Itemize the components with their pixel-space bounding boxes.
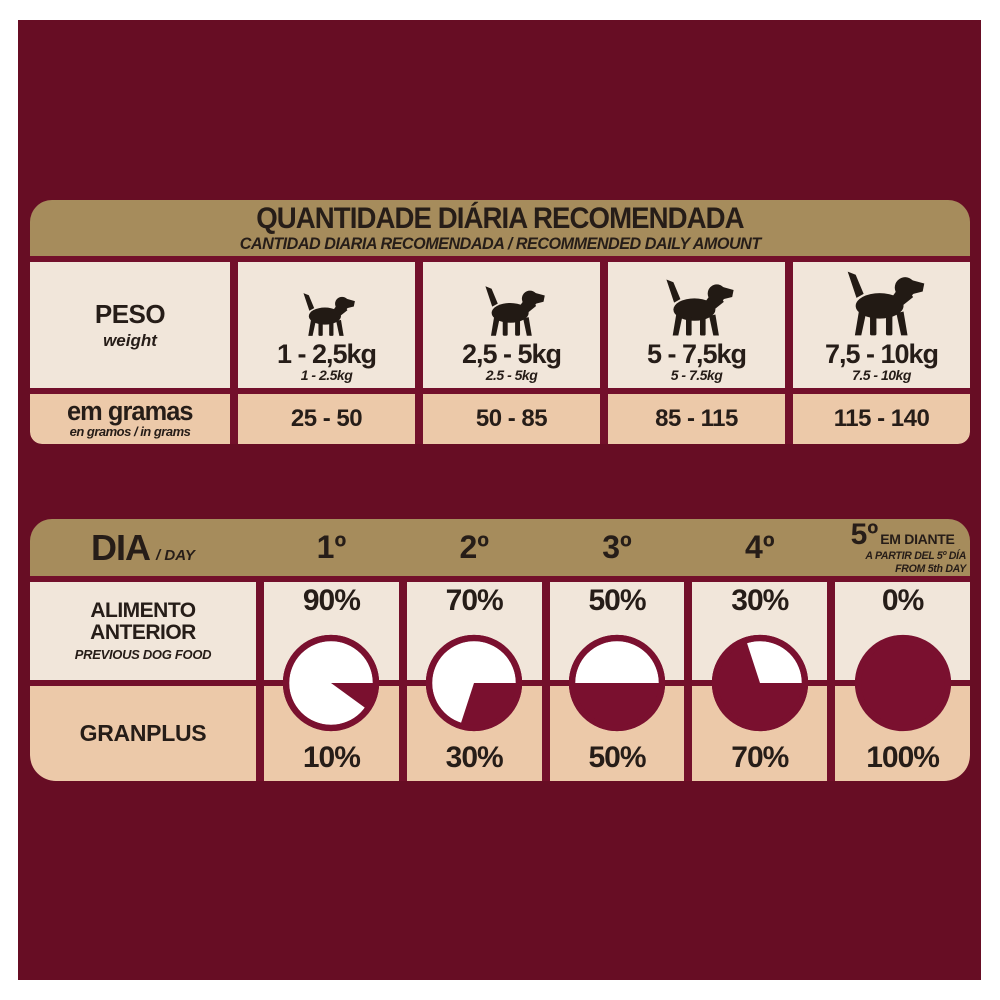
weight-cell-2: 2,5 - 5kg 2.5 - 5kg [423, 262, 600, 388]
daily-amount-title: QUANTIDADE DIÁRIA RECOMENDADA [256, 202, 744, 236]
grams-value-1: 25 - 50 [238, 394, 415, 444]
daily-amount-grid: PESO weight 1 - 2,5kg 1 - 2.5kg 2,5 - 5k… [30, 262, 970, 444]
granplus-cell: GRANPLUS [30, 686, 256, 781]
grams-value-3: 85 - 115 [608, 394, 785, 444]
previous-food-label: ALIMENTO ANTERIOR [90, 599, 196, 644]
day-5-title: 5º EM DIANTE [850, 519, 955, 551]
day-5-sub-en: FROM 5th DAY [895, 562, 967, 575]
food-transition-table: DIA / DAY 1º 2º 3º 4º 5º EM DIANTE A PAR… [30, 519, 970, 781]
daily-amount-table: QUANTIDADE DIÁRIA RECOMENDADA CANTIDAD D… [30, 200, 970, 444]
grams-value-2: 50 - 85 [423, 394, 600, 444]
weight-range: 1 - 2,5kg [276, 338, 377, 369]
weight-range: 5 - 7,5kg [646, 338, 747, 369]
day-5-sub-es: A PARTIR DEL 5º DÍA [865, 549, 967, 562]
dia-label: DIA [91, 526, 151, 568]
weight-range-en: 5 - 7.5kg [670, 366, 723, 383]
dog-icon [478, 262, 546, 341]
weight-range-en: 1 - 2.5kg [300, 366, 353, 383]
maroon-background-panel [18, 20, 981, 980]
transition-pie-day4 [706, 629, 814, 737]
dog-icon [658, 262, 735, 341]
weight-cell-1: 1 - 2,5kg 1 - 2.5kg [238, 262, 415, 388]
previous-food-sublabel: PREVIOUS DOG FOOD [74, 647, 212, 663]
transition-pie-day2 [420, 629, 528, 737]
grams-value-4: 115 - 140 [793, 394, 970, 444]
transition-header: DIA / DAY 1º 2º 3º 4º 5º EM DIANTE A PAR… [30, 519, 970, 576]
weight-cell-4: 7,5 - 10kg 7.5 - 10kg [793, 262, 970, 388]
day-4-header: 4º [745, 529, 775, 565]
transition-pie-day3 [563, 629, 671, 737]
grams-sublabel: en gramos / in grams [69, 424, 191, 440]
daily-amount-header: QUANTIDADE DIÁRIA RECOMENDADA CANTIDAD D… [30, 200, 970, 256]
day-3-header: 3º [602, 529, 632, 565]
previous-food-cell: ALIMENTO ANTERIOR PREVIOUS DOG FOOD [30, 582, 256, 680]
peso-header-cell: PESO weight [30, 262, 230, 388]
day-1-header: 1º [316, 529, 347, 565]
dia-header-cell: DIA / DAY [30, 527, 256, 569]
day-5-header: 5º EM DIANTE A PARTIR DEL 5º DÍA FROM 5t… [835, 519, 970, 575]
granplus-label: GRANPLUS [79, 720, 207, 746]
weight-range-en: 2.5 - 5kg [485, 366, 538, 383]
day-2-header: 2º [459, 529, 489, 565]
previous-pct-day4: 30% [692, 582, 828, 680]
transition-pie-day5 [849, 629, 957, 737]
weight-range: 2,5 - 5kg [461, 338, 562, 369]
weight-cell-3: 5 - 7,5kg 5 - 7.5kg [608, 262, 785, 388]
peso-label: PESO [94, 299, 166, 329]
dog-icon [838, 262, 926, 341]
dia-sublabel: / DAY [156, 546, 195, 564]
grams-label: em gramas [67, 395, 194, 426]
grams-header-cell: em gramas en gramos / in grams [30, 394, 230, 444]
transition-pie-day1 [277, 629, 385, 737]
daily-amount-subtitle: CANTIDAD DIARIA RECOMENDADA / RECOMMENDE… [239, 233, 761, 253]
transition-grid: ALIMENTO ANTERIOR PREVIOUS DOG FOOD 90% … [30, 582, 970, 781]
dog-icon [297, 262, 356, 341]
weight-range-en: 7.5 - 10kg [852, 366, 911, 383]
weight-range: 7,5 - 10kg [824, 338, 939, 369]
peso-sublabel: weight [103, 331, 157, 350]
